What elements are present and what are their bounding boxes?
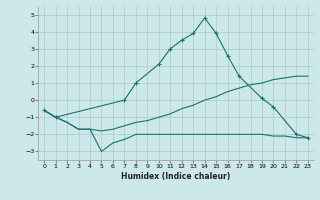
X-axis label: Humidex (Indice chaleur): Humidex (Indice chaleur)	[121, 172, 231, 181]
